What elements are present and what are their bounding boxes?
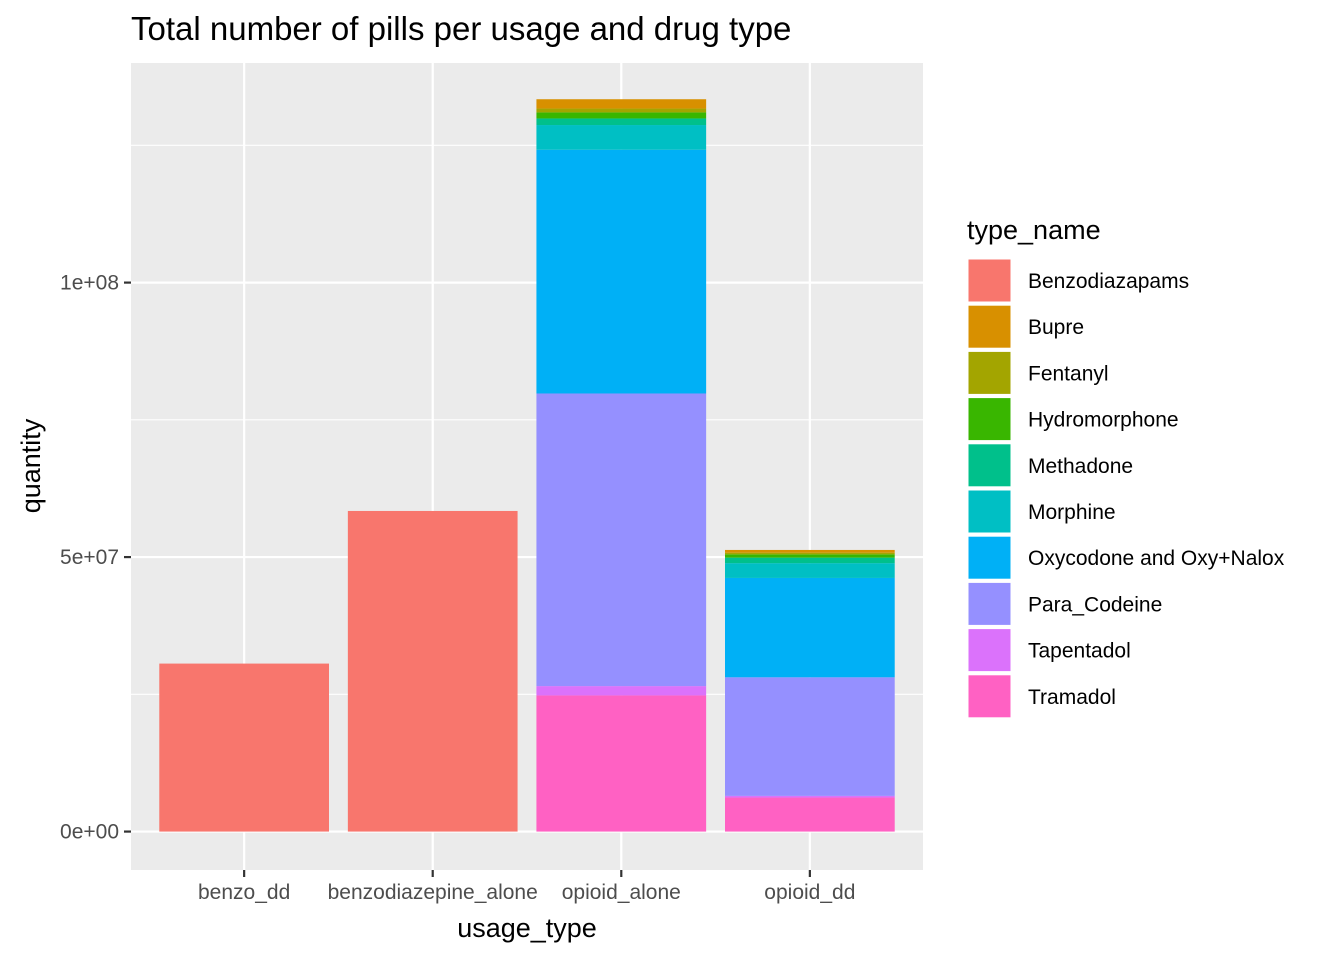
x-axis-title: usage_type xyxy=(457,913,597,943)
bar-segment xyxy=(725,795,895,798)
bar-segment xyxy=(725,549,895,553)
legend-label: Tramadol xyxy=(1028,686,1116,709)
legend-label: Hydromorphone xyxy=(1028,409,1179,432)
bar-segment xyxy=(725,557,895,564)
y-tick-label: 5e+07 xyxy=(60,546,119,569)
legend: type_name Benzodiazapams Bupre Fentanyl Hyd… xyxy=(967,215,1285,719)
legend-swatch xyxy=(967,581,1012,626)
y-tick-label: 1e+08 xyxy=(60,272,119,295)
chart-title: Total number of pills per usage and drug… xyxy=(131,10,791,47)
legend-swatch xyxy=(967,628,1012,673)
legend-label: Fentanyl xyxy=(1028,362,1109,385)
y-tick-label: 0e+00 xyxy=(60,821,119,844)
bar-segment xyxy=(159,663,329,832)
bar-segment xyxy=(347,510,518,832)
legend-label: Para_Codeine xyxy=(1028,593,1162,616)
legend-title: type_name xyxy=(967,215,1101,245)
legend-swatch xyxy=(967,304,1012,349)
legend-swatch xyxy=(967,674,1012,719)
x-tick-label: benzo_dd xyxy=(198,881,290,904)
bar-segment xyxy=(725,554,895,558)
x-tick-label: opioid_alone xyxy=(562,881,681,904)
bar-segment xyxy=(725,677,895,796)
bars xyxy=(159,99,895,832)
bar-segment xyxy=(536,695,707,832)
legend-label: Oxycodone and Oxy+Nalox xyxy=(1028,547,1285,570)
bar-segment xyxy=(536,149,707,394)
bar-segment xyxy=(725,552,895,555)
bar-segment xyxy=(536,393,707,687)
bar-segment xyxy=(536,112,707,119)
legend-label: Methadone xyxy=(1028,455,1133,478)
legend-swatch xyxy=(967,350,1012,395)
bar-segment xyxy=(725,563,895,578)
legend-label: Tapentadol xyxy=(1028,640,1131,663)
bar-segment xyxy=(536,686,707,696)
legend-label: Benzodiazapams xyxy=(1028,270,1189,293)
bar-segment xyxy=(536,108,707,113)
bar-segment xyxy=(536,99,707,109)
bar-segment xyxy=(536,125,707,150)
legend-swatch xyxy=(967,535,1012,580)
legend-label: Morphine xyxy=(1028,501,1116,524)
x-tick-label: benzodiazepine_alone xyxy=(328,881,538,904)
legend-swatch xyxy=(967,489,1012,534)
bar-segment xyxy=(725,577,895,678)
legend-swatch xyxy=(967,397,1012,442)
y-axis-title: quantity xyxy=(16,418,46,513)
bar-segment xyxy=(536,118,707,126)
legend-label: Bupre xyxy=(1028,316,1084,339)
y-axis: 0e+00 5e+07 1e+08 xyxy=(60,272,131,844)
x-tick-label: opioid_dd xyxy=(764,881,855,904)
legend-swatch xyxy=(967,258,1012,303)
legend-swatch xyxy=(967,443,1012,488)
x-axis: benzo_dd benzodiazepine_alone opioid_alone… xyxy=(198,870,855,904)
bar-segment xyxy=(725,797,895,832)
